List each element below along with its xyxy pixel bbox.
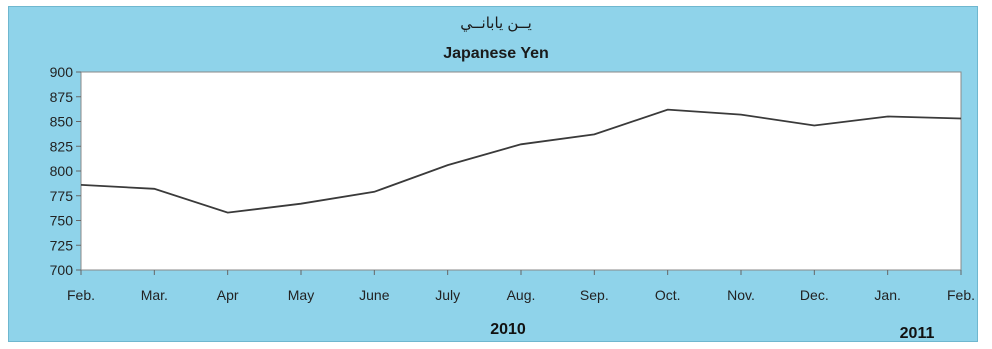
- y-tick-label: 825: [50, 138, 74, 154]
- series-line: [80, 108, 962, 214]
- plot-area: [80, 71, 962, 271]
- year-label-2010: 2010: [490, 321, 526, 338]
- x-tick-label: Feb.: [67, 287, 95, 303]
- y-tick-label: 750: [50, 213, 74, 229]
- y-tick-label: 850: [50, 114, 74, 130]
- y-tick-label: 700: [50, 262, 74, 278]
- x-tick-label: Oct.: [655, 287, 681, 303]
- y-tick-label: 875: [50, 89, 74, 105]
- x-tick-label: Feb.: [947, 287, 975, 303]
- y-tick-label: 900: [50, 64, 74, 80]
- x-tick-label: Mar.: [141, 287, 168, 303]
- x-tick-label: Apr: [217, 287, 239, 303]
- y-tick-label: 775: [50, 188, 74, 204]
- y-tick-label: 800: [50, 163, 74, 179]
- x-tick-label: Nov.: [727, 287, 755, 303]
- x-tick-label: July: [435, 287, 460, 303]
- x-tick-label: Sep.: [580, 287, 609, 303]
- chart-title-arabic: يــن يابانــي: [460, 15, 532, 32]
- x-tick-label: May: [288, 287, 314, 303]
- year-label-2011: 2011: [900, 325, 935, 342]
- x-tick-label: Jan.: [874, 287, 900, 303]
- x-tick-label: Dec.: [800, 287, 829, 303]
- x-tick-label: June: [359, 287, 390, 303]
- chart-title: Japanese Yen: [443, 45, 549, 62]
- y-tick-label: 725: [50, 237, 74, 253]
- x-tick-label: Aug.: [507, 287, 536, 303]
